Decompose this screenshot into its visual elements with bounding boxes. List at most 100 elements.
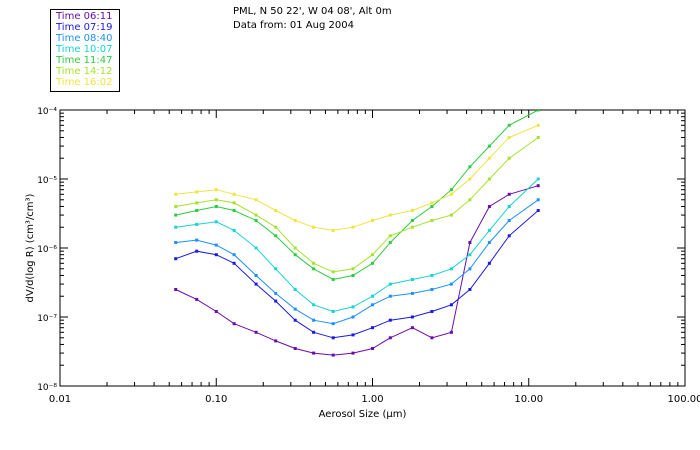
data-point (274, 209, 278, 212)
data-point (430, 336, 434, 340)
data-point (388, 282, 392, 286)
data-point (487, 156, 491, 160)
data-point (536, 198, 540, 202)
data-point (468, 177, 472, 181)
data-point (312, 261, 316, 265)
data-point (351, 225, 355, 229)
data-point (174, 257, 178, 261)
data-point (507, 123, 511, 127)
data-point (274, 299, 278, 303)
data-point (254, 213, 258, 217)
data-point (430, 201, 434, 205)
data-point (254, 198, 258, 202)
data-point (274, 267, 278, 271)
data-point (174, 213, 178, 217)
series-line-2 (175, 210, 539, 339)
data-point (293, 318, 297, 322)
data-point (468, 165, 472, 169)
data-point (449, 330, 453, 334)
data-point (468, 198, 472, 202)
y-axis-label: dV/d(log R) (cm³/cm³) (25, 193, 36, 302)
data-point (410, 219, 414, 222)
data-point (214, 220, 218, 224)
data-point (331, 270, 335, 274)
data-point (293, 219, 297, 222)
data-point (468, 267, 472, 271)
data-point (254, 282, 258, 286)
data-point (449, 192, 453, 196)
data-point (468, 241, 472, 244)
data-point (274, 225, 278, 229)
series-line-7 (175, 124, 539, 231)
x-tick-label: 1.00 (361, 394, 383, 405)
data-point (195, 201, 199, 205)
data-point (487, 241, 491, 244)
data-point (195, 238, 199, 242)
data-point (254, 330, 258, 334)
data-point (312, 330, 316, 334)
data-point (254, 274, 258, 277)
data-point (388, 336, 392, 340)
data-point (536, 209, 540, 212)
data-point (371, 347, 374, 350)
x-tick-label: 100.00 (668, 394, 700, 405)
data-point (195, 249, 199, 253)
legend-entry-6: Time 14:12 (56, 66, 113, 77)
data-point (371, 326, 374, 330)
legend-entry-7: Time 16:02 (56, 77, 113, 88)
data-point (214, 310, 218, 313)
data-point (449, 303, 453, 307)
data-point (536, 177, 540, 181)
data-point (232, 322, 236, 326)
data-point (174, 205, 178, 208)
data-point (449, 213, 453, 217)
data-point (388, 241, 392, 244)
data-point (195, 209, 199, 212)
data-point (232, 209, 236, 212)
data-point (507, 136, 511, 139)
data-point (507, 234, 511, 238)
data-point (371, 261, 374, 265)
chart-title-station: PML, N 50 22', W 04 08', Alt 0m (233, 6, 392, 17)
data-point (312, 318, 316, 322)
data-point (351, 315, 355, 319)
data-point (449, 188, 453, 192)
data-point (507, 192, 511, 196)
data-point (507, 205, 511, 208)
data-point (174, 192, 178, 196)
data-point (468, 253, 472, 257)
data-point (232, 261, 236, 265)
data-point (232, 192, 236, 196)
data-point (195, 222, 199, 226)
data-point (174, 225, 178, 229)
data-point (232, 201, 236, 205)
data-point (410, 225, 414, 229)
data-point (430, 288, 434, 291)
legend-entry-3: Time 08:40 (56, 33, 113, 44)
data-point (312, 303, 316, 307)
plot-frame (59, 109, 686, 387)
data-point (487, 261, 491, 265)
x-tick-label: 0.01 (49, 394, 71, 405)
data-point (487, 144, 491, 148)
data-point (331, 322, 335, 326)
x-tick-label: 0.10 (205, 394, 227, 405)
legend-entry-1: Time 06:11 (56, 11, 113, 22)
data-point (293, 246, 297, 250)
data-point (430, 205, 434, 208)
data-point (195, 190, 199, 194)
data-point (371, 303, 374, 307)
data-point (536, 184, 540, 188)
data-point (430, 219, 434, 222)
legend: Time 06:11 Time 07:19 Time 08:40 Time 10… (50, 9, 120, 92)
data-point (274, 234, 278, 238)
data-point (254, 246, 258, 250)
data-point (214, 243, 218, 247)
data-point (449, 282, 453, 286)
data-point (468, 288, 472, 291)
data-point (410, 278, 414, 281)
data-point (449, 267, 453, 271)
series-line-5 (175, 110, 539, 281)
data-point (351, 267, 355, 271)
